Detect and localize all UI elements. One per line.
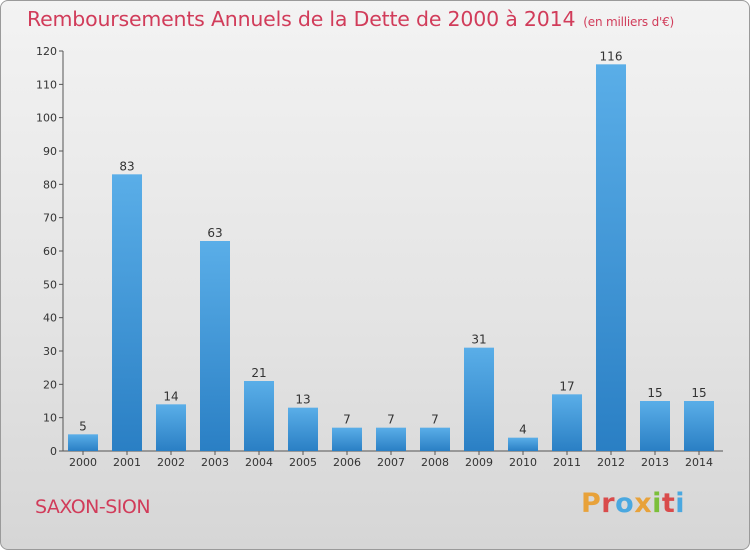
x-tick-label-2013: 2013 bbox=[641, 456, 669, 469]
value-label-2014: 15 bbox=[691, 386, 706, 400]
x-tick-label-2003: 2003 bbox=[201, 456, 229, 469]
value-label-2001: 83 bbox=[119, 159, 134, 173]
logo-letter: o bbox=[615, 488, 635, 519]
x-tick-label-2007: 2007 bbox=[377, 456, 405, 469]
bar-2012 bbox=[596, 64, 626, 452]
x-tick-label-2002: 2002 bbox=[157, 456, 185, 469]
value-label-2005: 13 bbox=[295, 393, 310, 407]
logo-letter: x bbox=[634, 488, 653, 519]
x-tick-label-2014: 2014 bbox=[685, 456, 713, 469]
y-tick-label: 80 bbox=[43, 178, 57, 191]
bar-2001 bbox=[112, 174, 142, 452]
bar-2008 bbox=[420, 427, 450, 451]
commune-name: SAXON-SION bbox=[35, 496, 151, 518]
bar-2002 bbox=[156, 404, 186, 451]
y-tick-label: 120 bbox=[36, 45, 57, 58]
logo-letter: r bbox=[601, 488, 616, 519]
y-tick-label: 110 bbox=[36, 78, 57, 91]
bar-2004 bbox=[244, 381, 274, 451]
value-label-2002: 14 bbox=[163, 389, 178, 403]
value-label-2011: 17 bbox=[559, 379, 574, 393]
bar-2000 bbox=[68, 434, 98, 451]
bar-2009 bbox=[464, 347, 494, 451]
y-tick-label: 30 bbox=[43, 345, 57, 358]
bar-2011 bbox=[552, 394, 582, 451]
y-tick-label: 90 bbox=[43, 145, 57, 158]
y-tick-label: 10 bbox=[43, 412, 57, 425]
x-tick-label-2005: 2005 bbox=[289, 456, 317, 469]
bar-2014 bbox=[684, 401, 714, 451]
y-tick-label: 0 bbox=[50, 445, 57, 458]
y-tick-label: 40 bbox=[43, 312, 57, 325]
value-label-2006: 7 bbox=[343, 413, 351, 427]
x-tick-label-2000: 2000 bbox=[69, 456, 97, 469]
x-tick-label-2012: 2012 bbox=[597, 456, 625, 469]
logo-letter: t bbox=[661, 488, 676, 519]
x-tick-label-2011: 2011 bbox=[553, 456, 581, 469]
x-tick-label-2010: 2010 bbox=[509, 456, 537, 469]
x-tick-label-2006: 2006 bbox=[333, 456, 361, 469]
y-tick-label: 70 bbox=[43, 212, 57, 225]
value-label-2013: 15 bbox=[647, 386, 662, 400]
bar-2006 bbox=[332, 427, 362, 451]
logo-letter: P bbox=[581, 488, 602, 519]
logo-letter: i bbox=[652, 488, 662, 519]
y-tick-label: 60 bbox=[43, 245, 57, 258]
proxiti-logo[interactable]: Proxiti bbox=[581, 488, 685, 519]
value-label-2012: 116 bbox=[600, 49, 623, 63]
y-tick-label: 100 bbox=[36, 112, 57, 125]
bars bbox=[68, 64, 714, 452]
value-label-2010: 4 bbox=[519, 423, 527, 437]
y-tick-label: 20 bbox=[43, 378, 57, 391]
value-label-2008: 7 bbox=[431, 413, 439, 427]
logo-letter: i bbox=[675, 488, 686, 519]
x-tick-label-2008: 2008 bbox=[421, 456, 449, 469]
x-tick-label-2009: 2009 bbox=[465, 456, 493, 469]
value-label-2000: 5 bbox=[79, 419, 87, 433]
bar-2005 bbox=[288, 407, 318, 451]
value-label-2009: 31 bbox=[471, 333, 486, 347]
value-label-2007: 7 bbox=[387, 413, 395, 427]
bar-2010 bbox=[508, 437, 538, 451]
title-unit: (en milliers d'€) bbox=[583, 15, 675, 29]
bar-2003 bbox=[200, 241, 230, 451]
x-tick-label-2001: 2001 bbox=[113, 456, 141, 469]
value-label-2003: 63 bbox=[207, 226, 222, 240]
x-tick-label-2004: 2004 bbox=[245, 456, 273, 469]
value-label-2004: 21 bbox=[251, 366, 266, 380]
bar-2007 bbox=[376, 427, 406, 451]
bar-2013 bbox=[640, 401, 670, 451]
title-text: Remboursements Annuels de la Dette de 20… bbox=[27, 7, 576, 31]
y-axis: 0 10 20 30 40 50 60 70 80 90 100 110 120 bbox=[36, 45, 64, 458]
value-labels: 5 83 14 63 21 13 7 7 7 31 4 17 116 15 15 bbox=[79, 49, 706, 436]
y-tick-label: 50 bbox=[43, 278, 57, 291]
x-axis: 2000 2001 2002 2003 2004 2005 2006 2007 2008 2009… bbox=[63, 450, 723, 469]
chart-title: Remboursements Annuels de la Dette de 20… bbox=[27, 7, 674, 31]
